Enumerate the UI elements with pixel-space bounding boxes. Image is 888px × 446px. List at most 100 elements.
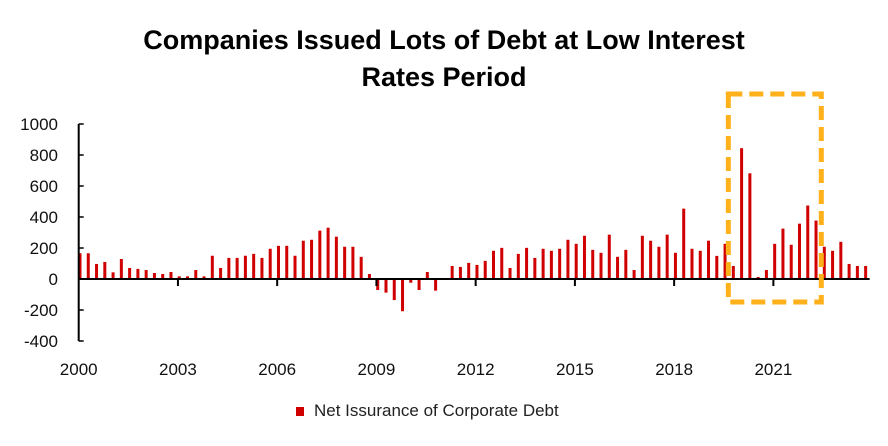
- bar: [161, 274, 165, 279]
- bar: [450, 265, 454, 279]
- bar: [665, 234, 669, 279]
- bar: [806, 205, 810, 279]
- bar: [351, 246, 355, 279]
- bar: [111, 272, 115, 279]
- bar: [194, 270, 198, 279]
- bar: [359, 256, 363, 279]
- bar: [434, 279, 438, 291]
- bar: [525, 247, 529, 279]
- chart-title: Companies Issued Lots of Debt at Low Int…: [0, 22, 888, 96]
- bar: [764, 270, 768, 279]
- x-tick-label: 2009: [358, 360, 396, 379]
- bar: [409, 279, 413, 283]
- bar: [177, 276, 181, 279]
- bar: [748, 173, 752, 279]
- bar: [219, 267, 223, 279]
- bar: [632, 270, 636, 279]
- bar: [384, 279, 388, 293]
- bar: [657, 246, 661, 279]
- bar: [508, 267, 512, 279]
- bar: [425, 272, 429, 279]
- y-tick-label: 200: [30, 239, 58, 258]
- bar: [119, 259, 123, 279]
- bar: [847, 263, 851, 279]
- bar: [839, 241, 843, 279]
- bar: [616, 256, 620, 279]
- bar: [698, 250, 702, 279]
- bar: [500, 247, 504, 279]
- y-tick-label: 800: [30, 146, 58, 165]
- bar: [649, 240, 653, 279]
- bar: [831, 250, 835, 279]
- bar: [252, 253, 256, 279]
- x-tick-label: 2015: [556, 360, 594, 379]
- y-tick-label: 400: [30, 208, 58, 227]
- bar: [492, 250, 495, 279]
- legend: Net Issurance of Corporate Debt: [296, 401, 559, 421]
- bar: [334, 236, 338, 279]
- bar: [169, 272, 173, 279]
- bar: [186, 276, 190, 279]
- bar: [789, 244, 793, 279]
- bar: [607, 234, 611, 279]
- legend-swatch: [296, 406, 304, 416]
- bar: [483, 260, 487, 279]
- bar: [301, 240, 305, 279]
- bar: [235, 257, 239, 279]
- bar: [549, 250, 553, 279]
- bar: [376, 279, 380, 291]
- bar: [723, 243, 727, 279]
- bar: [401, 279, 405, 312]
- legend-label: Net Issurance of Corporate Debt: [314, 401, 559, 420]
- bar: [202, 276, 206, 279]
- bar: [566, 239, 570, 279]
- bar: [673, 252, 677, 279]
- bar: [690, 248, 694, 279]
- bar: [715, 255, 719, 279]
- bar: [152, 272, 156, 279]
- y-tick-label: -200: [24, 301, 58, 320]
- y-tick-label: 1000: [20, 115, 58, 134]
- bar: [624, 249, 628, 279]
- bar: [541, 248, 545, 279]
- bar: [318, 230, 322, 279]
- bar: [417, 279, 421, 291]
- x-tick-label: 2006: [258, 360, 296, 379]
- bar: [243, 255, 247, 279]
- x-tick-label: 2012: [457, 360, 495, 379]
- bar: [310, 239, 314, 279]
- bar: [707, 240, 711, 279]
- highlight-dashed-rectangle: [725, 91, 824, 305]
- bar: [475, 264, 479, 279]
- bar: [95, 263, 99, 279]
- x-tick-label: 2000: [60, 360, 98, 379]
- x-tick-label: 2003: [159, 360, 197, 379]
- bar: [731, 265, 735, 279]
- y-tick-label: -400: [24, 332, 58, 351]
- bar: [599, 252, 603, 279]
- bar: [285, 245, 289, 279]
- bar: [86, 253, 90, 279]
- chart-title-line-1: Companies Issued Lots of Debt at Low Int…: [143, 25, 745, 55]
- x-tick-label: 2021: [754, 360, 792, 379]
- bar: [516, 253, 520, 279]
- chart-title-line-2: Rates Period: [361, 62, 527, 92]
- y-tick-label: 600: [30, 177, 58, 196]
- bar: [740, 148, 744, 279]
- bar: [343, 246, 347, 279]
- bar: [268, 248, 272, 279]
- bar: [103, 261, 107, 279]
- bar: [293, 255, 297, 279]
- bar: [128, 267, 132, 279]
- bar: [756, 276, 760, 279]
- bar: [326, 227, 330, 279]
- bar: [855, 265, 859, 279]
- bar: [822, 246, 826, 279]
- bar: [682, 208, 686, 279]
- bar: [773, 243, 777, 279]
- bar: [467, 262, 471, 279]
- x-tick-label: 2018: [655, 360, 693, 379]
- bar: [458, 266, 462, 279]
- y-tick-label: 0: [49, 270, 58, 289]
